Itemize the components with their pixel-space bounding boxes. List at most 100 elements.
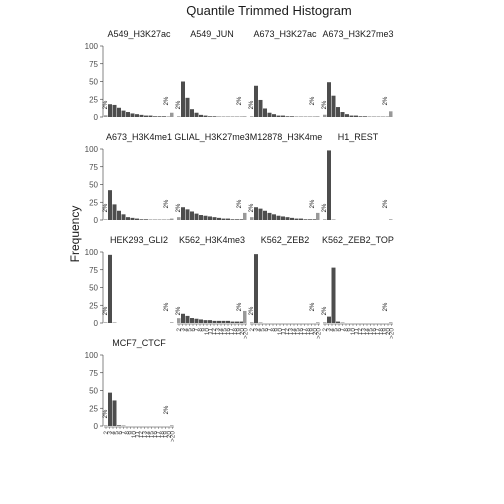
x-tick-label: 13 <box>142 431 149 439</box>
lower-pct-label: 2% <box>103 100 109 109</box>
x-tick-label: 10 <box>277 328 284 336</box>
x-tick-label: 13 <box>288 328 295 336</box>
histogram-bar <box>230 321 235 323</box>
histogram-bar <box>203 215 208 220</box>
histogram-bar <box>281 115 285 117</box>
histogram-bar <box>258 208 263 220</box>
x-tick-label: 4 <box>256 328 263 332</box>
facet-label: GLIAL_H3K27me3 <box>174 132 250 142</box>
x-tick-label: 9 <box>128 431 135 435</box>
x-tick-label: 19 <box>309 328 316 336</box>
upper-tail-bar <box>243 116 247 117</box>
lower-tail-bar <box>250 217 254 220</box>
y-tick-label: 25 <box>89 198 98 207</box>
x-tick-label: 19 <box>236 328 243 336</box>
y-tick-label: 100 <box>85 145 99 154</box>
upper-pct-label: 2% <box>164 405 170 414</box>
histogram-bar <box>194 318 199 323</box>
facet-label: HEK293_GLI2 <box>110 235 168 245</box>
x-tick-label: 5 <box>333 328 340 332</box>
x-tick-label: 7 <box>340 328 347 332</box>
lower-tail-bar <box>104 219 108 220</box>
x-tick-label: 16 <box>371 328 378 336</box>
x-tick-label: 3 <box>326 328 333 332</box>
upper-tail-bar <box>170 322 174 323</box>
lower-pct-label: 2% <box>103 409 109 418</box>
histogram-bar <box>190 211 194 220</box>
histogram-bar <box>235 321 239 323</box>
y-tick-label: 75 <box>89 369 98 378</box>
histogram-bar <box>254 254 258 323</box>
x-tick-label: 3 <box>180 328 187 332</box>
x-tick-label: 7 <box>121 431 128 435</box>
histogram-bar <box>144 219 148 220</box>
facet-panel: A549_H3K27ac 0 25 50 75 100 2% 2% <box>85 29 174 122</box>
upper-tail-bar <box>389 219 393 220</box>
histogram-bar <box>285 116 290 117</box>
histogram-bar <box>157 116 162 117</box>
histogram-bar <box>221 218 226 220</box>
x-tick-label: 17 <box>229 328 236 336</box>
lower-tail-bar <box>177 217 181 220</box>
histogram-bar <box>194 112 199 117</box>
histogram-bar <box>226 218 230 220</box>
histogram-bar <box>185 97 190 117</box>
x-tick-label: 4 <box>329 328 336 332</box>
histogram-bar <box>126 112 130 117</box>
x-tick-label: 9 <box>201 328 208 332</box>
facet-panel: K562_ZEB2 2% 2% 234567891011121314151617181… <box>249 235 323 339</box>
lower-pct-label: 2% <box>322 306 328 315</box>
x-tick-label: 8 <box>270 328 277 332</box>
facet-panel: A549_JUN 2% 2% <box>176 29 247 117</box>
facet-label: K562_ZEB2 <box>261 235 310 245</box>
x-tick-label: 11 <box>281 328 288 335</box>
lower-tail-bar <box>104 425 108 426</box>
x-tick-label: 8 <box>343 328 350 332</box>
histogram-bar <box>194 213 199 220</box>
histogram-bar <box>263 210 267 220</box>
histogram-bar <box>181 81 185 117</box>
lower-tail-bar <box>104 115 108 117</box>
facet-label: A549_JUN <box>190 29 234 39</box>
histogram-bar <box>331 267 336 323</box>
histogram-bar <box>327 316 331 323</box>
lower-pct-label: 2% <box>176 100 182 109</box>
upper-pct-label: 2% <box>164 199 170 208</box>
x-tick-label: >20 <box>243 328 250 339</box>
x-tick-label: 17 <box>156 431 163 439</box>
y-tick-label: 25 <box>89 404 98 413</box>
x-tick-label: 3 <box>107 431 114 435</box>
lower-pct-label: 2% <box>249 203 255 212</box>
histogram-bar <box>190 109 194 117</box>
y-axis-title: Frequency <box>68 206 82 263</box>
x-tick-label: 5 <box>114 431 121 435</box>
histogram-bar <box>108 392 112 426</box>
x-tick-label: 18 <box>232 328 239 336</box>
facet-panel: GLIAL_H3K27me3 2% 2% <box>174 132 250 220</box>
lower-pct-label: 2% <box>176 203 182 212</box>
x-tick-label: 9 <box>274 328 281 332</box>
histogram-bar <box>340 112 345 117</box>
histogram-bar <box>112 204 117 220</box>
x-tick-label: 12 <box>284 328 291 336</box>
x-tick-label: 8 <box>124 431 131 435</box>
histogram-bar <box>108 254 112 323</box>
lower-tail-bar <box>323 219 327 220</box>
x-tick-label: 2 <box>103 431 110 435</box>
histogram-bar <box>272 114 276 117</box>
lower-pct-label: 2% <box>249 100 255 109</box>
x-tick-label: 15 <box>368 328 375 336</box>
y-tick-label: 100 <box>85 351 99 360</box>
histogram-bar <box>327 82 331 117</box>
histogram-bar <box>230 219 235 220</box>
x-tick-label: 7 <box>194 328 201 332</box>
histogram-bar <box>254 85 258 117</box>
y-tick-label: 50 <box>89 284 98 293</box>
histogram-bar <box>203 115 208 117</box>
facet-panel: H1_REST 2% 2% <box>322 132 393 220</box>
x-tick-label: 4 <box>183 328 190 332</box>
x-tick-label: 20 <box>166 431 173 439</box>
